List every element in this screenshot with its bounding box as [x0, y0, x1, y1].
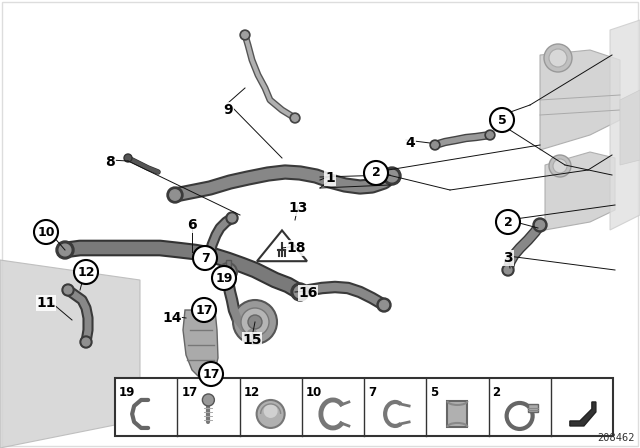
Text: 13: 13 — [288, 201, 308, 215]
Polygon shape — [570, 402, 596, 426]
Circle shape — [257, 400, 285, 428]
Circle shape — [192, 298, 216, 322]
Polygon shape — [257, 230, 307, 261]
Text: 12: 12 — [77, 266, 95, 279]
Text: 2: 2 — [372, 167, 380, 180]
Bar — [447, 401, 467, 427]
Circle shape — [380, 301, 388, 310]
Circle shape — [212, 266, 236, 290]
Polygon shape — [183, 310, 218, 378]
Circle shape — [504, 266, 512, 274]
Text: 16: 16 — [298, 286, 317, 300]
Text: 5: 5 — [498, 113, 506, 126]
Circle shape — [56, 241, 74, 259]
Text: 8: 8 — [105, 155, 115, 169]
Text: 4: 4 — [405, 136, 415, 150]
Circle shape — [533, 218, 547, 232]
Circle shape — [124, 154, 132, 162]
Text: 17: 17 — [202, 367, 220, 380]
Bar — [115, 378, 613, 436]
Circle shape — [202, 394, 214, 406]
Circle shape — [226, 212, 238, 224]
Text: 17: 17 — [195, 303, 212, 316]
Circle shape — [536, 220, 545, 229]
Circle shape — [386, 170, 398, 182]
Circle shape — [82, 338, 90, 346]
Text: 14: 14 — [163, 311, 182, 325]
Text: 2: 2 — [493, 386, 500, 399]
Circle shape — [34, 220, 58, 244]
Circle shape — [291, 283, 309, 301]
Circle shape — [80, 336, 92, 348]
Circle shape — [432, 142, 438, 148]
Circle shape — [199, 362, 223, 386]
Circle shape — [549, 155, 571, 177]
Text: 7: 7 — [368, 386, 376, 399]
Text: 1: 1 — [325, 171, 335, 185]
Text: 11: 11 — [36, 296, 56, 310]
Polygon shape — [545, 152, 615, 230]
Circle shape — [64, 286, 72, 294]
Text: 19: 19 — [119, 386, 136, 399]
Circle shape — [502, 264, 514, 276]
Circle shape — [241, 308, 269, 336]
Text: 10: 10 — [37, 225, 55, 238]
Circle shape — [383, 167, 401, 185]
Text: 10: 10 — [306, 386, 322, 399]
Circle shape — [242, 32, 248, 38]
Circle shape — [74, 260, 98, 284]
Circle shape — [294, 286, 306, 298]
Text: 15: 15 — [243, 333, 262, 347]
Text: 6: 6 — [187, 218, 197, 232]
Polygon shape — [620, 90, 640, 165]
Text: 3: 3 — [503, 251, 513, 265]
Circle shape — [248, 329, 257, 339]
Circle shape — [485, 130, 495, 140]
Circle shape — [430, 140, 440, 150]
Text: 2: 2 — [504, 215, 513, 228]
Circle shape — [240, 30, 250, 40]
Bar — [527, 404, 538, 412]
Bar — [226, 260, 231, 270]
Polygon shape — [0, 260, 140, 448]
Circle shape — [125, 155, 131, 160]
Text: 12: 12 — [243, 386, 260, 399]
Text: 5: 5 — [430, 386, 438, 399]
Circle shape — [248, 315, 262, 329]
Polygon shape — [540, 50, 620, 150]
Circle shape — [496, 210, 520, 234]
Circle shape — [377, 298, 391, 312]
Circle shape — [553, 159, 567, 173]
Text: 9: 9 — [223, 103, 233, 117]
Text: 7: 7 — [200, 251, 209, 264]
Circle shape — [264, 404, 278, 418]
Circle shape — [193, 246, 217, 270]
Text: 208462: 208462 — [598, 433, 635, 443]
Circle shape — [219, 263, 237, 281]
Circle shape — [59, 244, 71, 256]
Circle shape — [544, 44, 572, 72]
Polygon shape — [610, 20, 640, 230]
Circle shape — [245, 327, 259, 341]
Circle shape — [290, 113, 300, 123]
Text: 19: 19 — [215, 271, 233, 284]
Circle shape — [549, 49, 567, 67]
Circle shape — [233, 300, 277, 344]
Text: 17: 17 — [181, 386, 198, 399]
Circle shape — [364, 161, 388, 185]
Circle shape — [292, 115, 298, 121]
Circle shape — [62, 284, 74, 296]
Circle shape — [167, 187, 183, 203]
Text: 18: 18 — [286, 241, 306, 255]
Circle shape — [228, 214, 236, 222]
Circle shape — [487, 132, 493, 138]
Circle shape — [490, 108, 514, 132]
Circle shape — [170, 190, 180, 200]
